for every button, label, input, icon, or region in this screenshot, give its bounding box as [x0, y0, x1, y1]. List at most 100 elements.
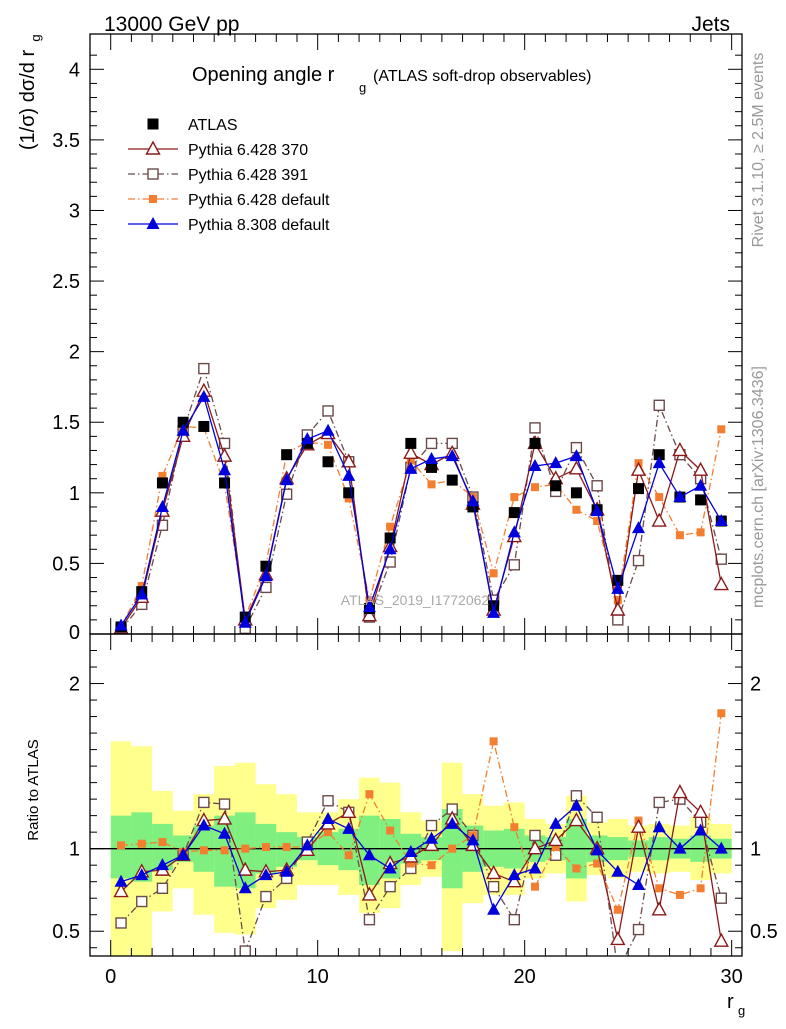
data-point-p8def	[155, 499, 169, 512]
ratio-point-p370	[610, 931, 626, 946]
data-point-p8def	[549, 456, 563, 469]
ratio-panel: 0.5 0.51 12 20 10 20 30	[52, 633, 778, 988]
ratio-point-p8def	[569, 798, 583, 811]
ratio-point-p370	[527, 840, 543, 855]
data-point-p8def	[611, 581, 625, 594]
ratio-point-p6def	[655, 884, 664, 893]
data-point-p6def	[717, 425, 726, 434]
ratio-y-tick-label-right: 1	[750, 839, 761, 861]
ratio-point-p370	[692, 803, 709, 819]
data-point-p370	[610, 601, 626, 616]
ratio-point-p8def	[197, 818, 211, 831]
ratio-point-p370	[485, 864, 502, 880]
data-point-p391	[632, 554, 645, 567]
y-tick-label: 1.5	[52, 412, 80, 434]
data-point-p8def	[280, 473, 294, 486]
data-point-p6def	[324, 440, 333, 449]
legend-marker	[147, 168, 159, 180]
data-point-p8def	[218, 463, 232, 476]
ratio-point-p370	[423, 836, 440, 852]
data-point-p8def	[342, 468, 356, 481]
ratio-point-p8def	[549, 816, 563, 829]
ratio-point-p391	[715, 892, 728, 904]
data-point-atlas	[467, 501, 479, 513]
x-tick-label: 30	[721, 966, 743, 988]
chart-title: Opening angle r g (ATLAS soft-drop obser…	[192, 64, 591, 95]
data-point-p391	[653, 399, 665, 411]
side-label-mcplots: mcplots.cern.ch [arXiv:1306.3436]	[750, 366, 767, 608]
ratio-point-p6def	[427, 861, 436, 870]
data-point-p8def	[507, 525, 521, 538]
ratio-point-p8def	[300, 838, 314, 851]
legend-label: Pythia 8.308 default	[188, 217, 330, 234]
ratio-point-p391	[218, 798, 231, 810]
ratio-point-p8def	[280, 864, 294, 877]
y-tick-label: 2.5	[52, 271, 80, 293]
data-point-p370	[713, 576, 729, 591]
ratio-point-p6def	[261, 843, 270, 852]
data-point-p8def	[362, 600, 376, 613]
band-inner-bin	[152, 823, 173, 871]
data-point-p370	[651, 512, 667, 527]
ratio-point-p6def	[220, 846, 229, 855]
ratio-point-p6def	[386, 826, 395, 835]
data-point-atlas	[260, 560, 272, 572]
ratio-point-p6def	[241, 844, 250, 853]
data-point-p6def	[158, 471, 167, 480]
data-point-p6def	[655, 493, 664, 502]
legend-marker	[145, 140, 161, 155]
data-point-p6def	[365, 596, 374, 605]
ratio-point-p8def	[528, 861, 542, 874]
ratio-point-p6def	[696, 884, 705, 893]
ratio-point-p370	[361, 886, 378, 901]
data-point-p370	[361, 607, 378, 622]
main-panel: ATLAS_2019_I1772062 0.5 1 1.5 2 2.5 3 3.5 4 0 AT…	[52, 33, 743, 644]
data-point-p8def	[632, 521, 646, 534]
legend-label: ATLAS	[188, 117, 238, 134]
ratio-point-p8def	[611, 864, 625, 877]
ratio-point-p391	[425, 819, 438, 832]
data-point-p8def	[238, 615, 252, 628]
ratio-frame	[89, 633, 743, 957]
data-point-atlas	[446, 474, 458, 486]
ratio-point-p8def	[425, 831, 439, 844]
data-point-p370	[630, 461, 647, 476]
data-point-p8def	[176, 423, 190, 436]
data-point-p391	[612, 614, 624, 626]
ratio-point-p391	[156, 882, 169, 894]
side-label-rivet: Rivet 3.1.10, ≥ 2.5M events	[750, 53, 767, 248]
data-point-p8def	[404, 461, 418, 474]
series-line-p391	[120, 366, 722, 631]
ratio-point-p370	[216, 810, 233, 825]
data-point-p370	[692, 461, 709, 476]
data-point-p8def	[445, 449, 459, 462]
legend-marker	[149, 195, 157, 203]
ratio-point-p6def	[117, 841, 126, 850]
ratio-point-p8def	[176, 848, 190, 861]
legend: ATLAS Pythia 6.428 370 Pythia 6.428 391 Pyt…	[128, 117, 330, 234]
ratio-point-p391	[384, 880, 396, 893]
data-point-p8def	[135, 587, 149, 600]
legend-entry-p6def: Pythia 6.428 default	[128, 192, 330, 209]
data-point-p391	[280, 488, 293, 500]
ratio-point-p391	[508, 913, 521, 926]
ratio-point-p8def	[114, 874, 128, 887]
data-point-atlas	[529, 437, 541, 449]
data-point-atlas	[177, 416, 189, 428]
ratio-point-p391	[198, 796, 210, 809]
y-tick-label: 1	[69, 483, 80, 505]
data-point-atlas	[156, 477, 168, 489]
ratio-point-p6def	[531, 882, 540, 891]
ratio-point-p391	[260, 890, 272, 903]
y-tick-label: 2	[69, 342, 80, 364]
ratio-point-p8def	[652, 820, 666, 833]
ratio-point-p8def	[487, 902, 501, 915]
ratio-plot-area	[90, 709, 742, 956]
data-point-p391	[425, 437, 438, 450]
title-suffix: (ATLAS soft-drop observables)	[373, 68, 591, 85]
ratio-point-p6def	[448, 844, 457, 853]
ratio-point-p6def	[324, 828, 333, 837]
data-point-atlas	[322, 456, 334, 468]
data-point-atlas	[612, 574, 624, 586]
